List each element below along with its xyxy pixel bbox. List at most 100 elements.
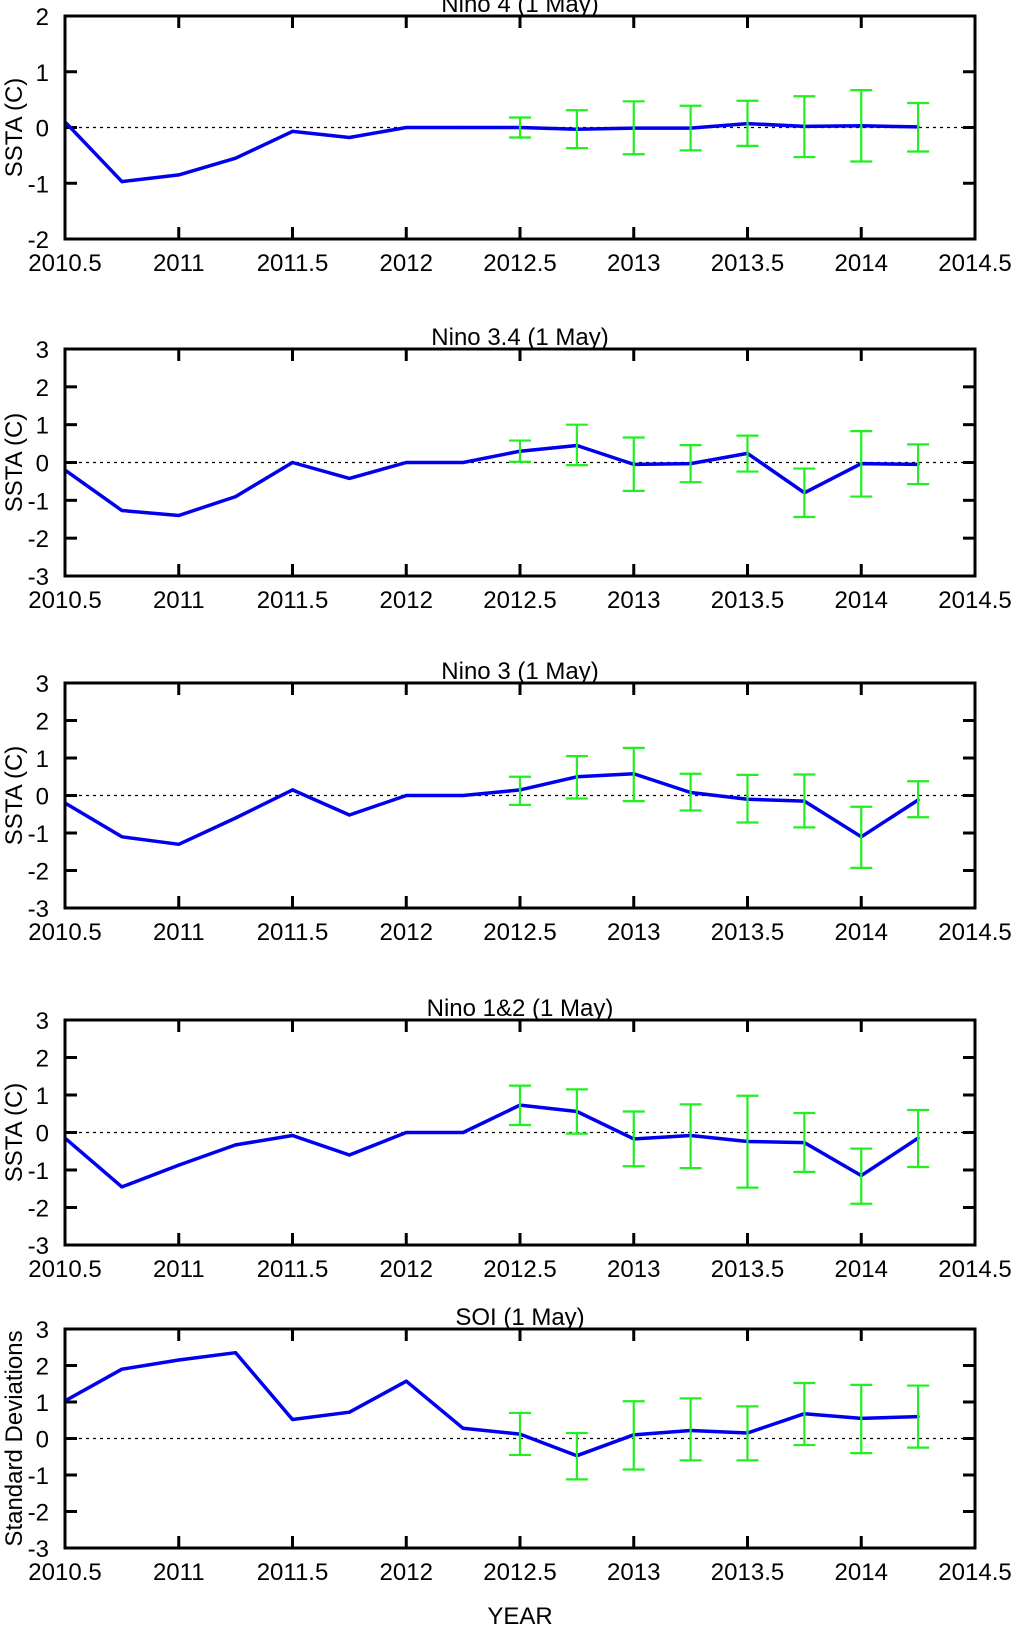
x-tick-label: 2013.5	[711, 587, 784, 614]
x-tick-label: 2012.5	[483, 1256, 556, 1283]
plot-frame	[63, 681, 977, 910]
error-bar	[907, 1384, 930, 1449]
error-bar	[565, 423, 588, 467]
x-tick-label: 2014.5	[938, 1559, 1011, 1586]
y-tick-label: 2	[36, 1046, 49, 1073]
panel-nino-3-1-may: Nino 3 (1 May) 2010.5 2011 2011.5 2012 2012.5…	[1, 658, 1012, 946]
x-tick-label: 2013.5	[711, 919, 784, 946]
y-axis-label: SSTA (C)	[1, 413, 28, 513]
y-tick-label: 1	[36, 1083, 49, 1110]
y-tick-label: 2	[36, 1354, 49, 1381]
x-tick-label: 2011	[153, 1256, 205, 1283]
x-tick-label: 2013	[607, 250, 660, 277]
error-bar	[509, 1411, 531, 1457]
data-point	[347, 1410, 351, 1414]
data-point	[461, 793, 465, 798]
y-tick-label: 1	[36, 1390, 49, 1417]
data-point	[177, 173, 181, 177]
x-tick-label: 2014.5	[938, 919, 1011, 946]
plot-frame	[63, 347, 977, 578]
error-bar	[907, 1108, 930, 1169]
plot-frame	[63, 1018, 977, 1247]
x-tick-label: 2012	[380, 1256, 433, 1283]
y-tick-label: -2	[28, 526, 49, 553]
error-bar	[736, 99, 759, 147]
y-tick-label: -3	[28, 1233, 49, 1260]
x-tick-label: 2014.5	[938, 1256, 1011, 1283]
data-point	[347, 813, 351, 817]
panel-title: Nino 3.4 (1 May)	[431, 324, 608, 351]
error-bar	[793, 773, 816, 829]
error-bar	[509, 439, 531, 463]
error-bar	[565, 1431, 588, 1481]
data-point	[177, 513, 181, 518]
x-tick-label: 2012	[380, 1559, 433, 1586]
x-tick-label: 2012	[380, 919, 433, 946]
error-bar	[907, 443, 930, 486]
error-bar	[509, 116, 531, 139]
x-tick-label: 2014	[835, 250, 888, 277]
error-bar	[509, 775, 531, 806]
data-point	[404, 793, 408, 798]
error-bar	[622, 1110, 645, 1168]
x-tick-label: 2013.5	[711, 250, 784, 277]
x-tick-label: 2012	[380, 587, 433, 614]
y-tick-label: 3	[36, 1008, 49, 1035]
panel-title: Nino 4 (1 May)	[441, 0, 598, 18]
x-tick-label: 2012.5	[483, 919, 556, 946]
error-bar	[850, 805, 873, 869]
data-point	[461, 460, 465, 465]
data-point	[404, 125, 408, 130]
x-tick-label: 2010.5	[28, 919, 101, 946]
plot-frame	[63, 14, 977, 241]
x-tick-label: 2014	[835, 587, 888, 614]
data-point	[290, 1417, 295, 1422]
y-axis-label: Standard Deviations	[1, 1330, 28, 1546]
x-tick-label: 2013.5	[711, 1256, 784, 1283]
error-bar	[679, 1397, 702, 1462]
x-tick-label: 2010.5	[28, 250, 101, 277]
y-axis-label: SSTA (C)	[1, 746, 28, 846]
x-tick-label: 2011	[153, 250, 205, 277]
y-tick-label: 3	[36, 671, 49, 698]
error-bar	[509, 1084, 531, 1127]
x-tick-label: 2011.5	[257, 919, 329, 946]
y-axis-label: SSTA (C)	[1, 1083, 28, 1183]
data-point	[234, 156, 238, 160]
y-tick-label: -1	[28, 1158, 49, 1185]
x-tick-label: 2013.5	[711, 1559, 784, 1586]
y-tick-label: -1	[28, 488, 49, 515]
error-bar	[679, 772, 702, 812]
y-tick-label: 3	[36, 337, 49, 364]
error-bar	[679, 443, 702, 484]
panel-soi-1-may: SOI (1 May)2010.5 2011 2011.5 2012 2012.5 201…	[1, 1304, 1012, 1586]
series-line	[63, 443, 919, 518]
y-tick-label: 2	[36, 375, 49, 402]
x-tick-label: 2014.5	[938, 250, 1011, 277]
data-point	[347, 135, 351, 140]
data-point	[461, 1130, 465, 1135]
x-tick-label: 2010.5	[28, 1256, 101, 1283]
x-tick-label: 2014	[835, 1559, 888, 1586]
data-point	[461, 1426, 465, 1430]
data-point	[290, 788, 295, 792]
y-tick-label: -3	[28, 896, 49, 923]
y-axis-label: SSTA (C)	[1, 78, 28, 178]
series-line	[63, 1103, 920, 1189]
y-tick-label: -3	[28, 1536, 49, 1563]
x-axis-label: YEAR	[487, 1603, 552, 1628]
x-tick-label: 2011	[153, 587, 205, 614]
error-bar	[907, 780, 930, 819]
data-point	[234, 1143, 238, 1147]
y-tick-label: -2	[28, 859, 49, 886]
x-tick-label: 2013	[607, 1256, 660, 1283]
x-tick-label: 2013	[607, 1559, 660, 1586]
panel-nino-4-1-may: Nino 4 (1 May) 2010.5 2011 2011.5 2012 2012.5…	[1, 0, 1012, 277]
x-tick-label: 2012.5	[483, 1559, 556, 1586]
error-bar	[736, 1094, 759, 1189]
panel-title: SOI (1 May)	[455, 1304, 584, 1331]
error-bar	[907, 101, 930, 153]
x-tick-label: 2013	[607, 587, 660, 614]
data-point	[120, 179, 124, 184]
